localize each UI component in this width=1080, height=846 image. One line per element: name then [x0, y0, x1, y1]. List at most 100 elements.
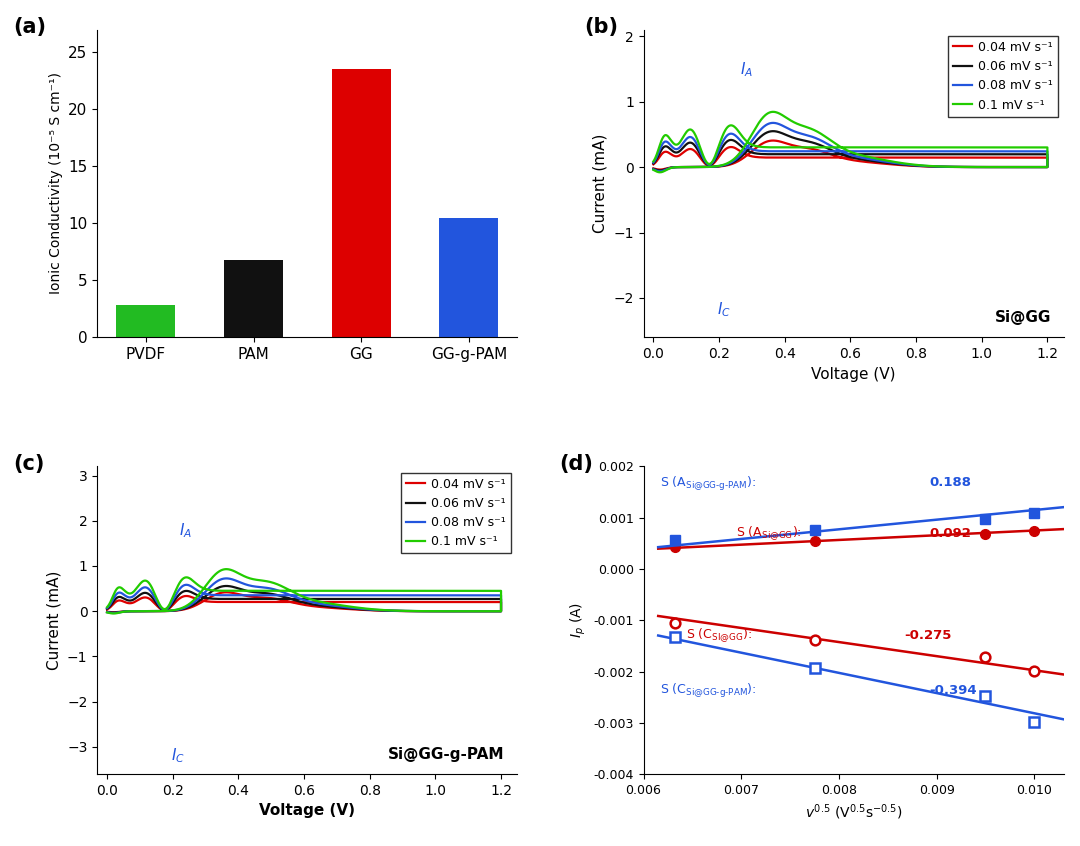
0.04 mV s⁻¹ — [662, 162, 675, 173]
Line: 0.1 mV s⁻¹: 0.1 mV s⁻¹ — [107, 569, 501, 613]
0.08 mV s⁻¹ — [100, 607, 113, 618]
Line: 0.04 mV s⁻¹: 0.04 mV s⁻¹ — [107, 592, 501, 613]
0.08 mV s⁻¹ — [100, 603, 113, 613]
0.04 mV s⁻¹ — [107, 607, 120, 618]
0.08 mV s⁻¹ — [891, 146, 904, 157]
0.04 mV s⁻¹ — [788, 140, 801, 151]
0.04 mV s⁻¹ — [100, 607, 113, 617]
Text: $I_A$: $I_A$ — [179, 521, 192, 540]
Text: (d): (d) — [559, 454, 593, 474]
0.1 mV s⁻¹ — [107, 608, 120, 618]
0.1 mV s⁻¹ — [458, 606, 471, 616]
Bar — [224, 260, 283, 338]
0.1 mV s⁻¹ — [150, 594, 163, 604]
X-axis label: Voltage (V): Voltage (V) — [259, 804, 355, 818]
0.06 mV s⁻¹ — [150, 599, 163, 609]
0.06 mV s⁻¹ — [647, 158, 660, 168]
X-axis label: $v^{0.5}$ (V$^{0.5}$s$^{-0.5}$): $v^{0.5}$ (V$^{0.5}$s$^{-0.5}$) — [805, 802, 903, 822]
Text: S (A$_{\rm Si@GG}$):: S (A$_{\rm Si@GG}$): — [735, 525, 804, 543]
0.04 mV s⁻¹ — [345, 597, 357, 607]
0.08 mV s⁻¹ — [116, 607, 129, 617]
Text: (a): (a) — [13, 17, 46, 37]
Text: -0.394: -0.394 — [929, 684, 977, 697]
0.08 mV s⁻¹ — [220, 574, 233, 584]
Bar — [332, 69, 391, 338]
0.04 mV s⁻¹ — [220, 587, 233, 597]
0.06 mV s⁻¹ — [243, 586, 256, 596]
0.04 mV s⁻¹ — [485, 597, 498, 607]
0.08 mV s⁻¹ — [243, 580, 256, 591]
0.1 mV s⁻¹ — [485, 585, 498, 596]
0.1 mV s⁻¹ — [1031, 142, 1044, 152]
Y-axis label: $I_p$ (A): $I_p$ (A) — [568, 602, 588, 639]
Line: 0.1 mV s⁻¹: 0.1 mV s⁻¹ — [653, 112, 1048, 173]
Text: $I_A$: $I_A$ — [741, 60, 754, 79]
0.08 mV s⁻¹ — [647, 164, 660, 174]
0.06 mV s⁻¹ — [458, 606, 471, 616]
0.08 mV s⁻¹ — [107, 608, 120, 618]
Line: 0.08 mV s⁻¹: 0.08 mV s⁻¹ — [107, 579, 501, 613]
0.08 mV s⁻¹ — [697, 153, 710, 163]
0.08 mV s⁻¹ — [485, 591, 498, 601]
0.1 mV s⁻¹ — [767, 107, 780, 117]
Text: 0.188: 0.188 — [929, 476, 971, 490]
0.1 mV s⁻¹ — [788, 118, 801, 128]
Text: S (C$_{\rm SI@GG}$):: S (C$_{\rm SI@GG}$): — [686, 626, 753, 645]
Legend: 0.04 mV s⁻¹, 0.06 mV s⁻¹, 0.08 mV s⁻¹, 0.1 mV s⁻¹: 0.04 mV s⁻¹, 0.06 mV s⁻¹, 0.08 mV s⁻¹, 0… — [948, 36, 1057, 117]
0.06 mV s⁻¹ — [891, 149, 904, 159]
Y-axis label: Current (mA): Current (mA) — [46, 570, 62, 670]
0.06 mV s⁻¹ — [653, 165, 666, 175]
0.08 mV s⁻¹ — [662, 163, 675, 173]
0.1 mV s⁻¹ — [647, 157, 660, 167]
Text: $I_C$: $I_C$ — [717, 300, 731, 319]
0.1 mV s⁻¹ — [662, 164, 675, 174]
Line: 0.06 mV s⁻¹: 0.06 mV s⁻¹ — [107, 586, 501, 613]
0.08 mV s⁻¹ — [788, 127, 801, 137]
Text: 0.092: 0.092 — [929, 527, 971, 541]
Text: $I_C$: $I_C$ — [171, 746, 185, 766]
0.06 mV s⁻¹ — [1004, 162, 1017, 172]
0.1 mV s⁻¹ — [1004, 162, 1017, 172]
0.06 mV s⁻¹ — [767, 126, 780, 136]
0.04 mV s⁻¹ — [243, 591, 256, 602]
Text: S (A$_{\rm Si@GG\text{-}g\text{-}PAM}$):: S (A$_{\rm Si@GG\text{-}g\text{-}PAM}$): — [660, 475, 758, 492]
Line: 0.06 mV s⁻¹: 0.06 mV s⁻¹ — [653, 131, 1048, 170]
0.1 mV s⁻¹ — [653, 168, 666, 178]
0.04 mV s⁻¹ — [697, 157, 710, 167]
0.06 mV s⁻¹ — [107, 607, 120, 618]
0.04 mV s⁻¹ — [1031, 152, 1044, 162]
0.1 mV s⁻¹ — [647, 165, 660, 175]
0.04 mV s⁻¹ — [647, 163, 660, 173]
0.1 mV s⁻¹ — [100, 602, 113, 613]
0.04 mV s⁻¹ — [891, 152, 904, 162]
0.04 mV s⁻¹ — [116, 607, 129, 617]
0.08 mV s⁻¹ — [767, 118, 780, 128]
0.06 mV s⁻¹ — [100, 607, 113, 617]
Text: S (C$_{\rm Si@GG\text{-}g\text{-}PAM}$):: S (C$_{\rm Si@GG\text{-}g\text{-}PAM}$): — [660, 682, 758, 700]
0.06 mV s⁻¹ — [485, 594, 498, 604]
0.08 mV s⁻¹ — [345, 591, 357, 601]
0.06 mV s⁻¹ — [100, 604, 113, 614]
0.1 mV s⁻¹ — [243, 573, 256, 583]
0.08 mV s⁻¹ — [150, 596, 163, 607]
0.1 mV s⁻¹ — [345, 585, 357, 596]
0.04 mV s⁻¹ — [458, 606, 471, 616]
0.06 mV s⁻¹ — [1031, 149, 1044, 159]
0.1 mV s⁻¹ — [100, 607, 113, 618]
Text: (b): (b) — [584, 17, 619, 37]
0.06 mV s⁻¹ — [345, 594, 357, 604]
0.08 mV s⁻¹ — [458, 606, 471, 616]
0.06 mV s⁻¹ — [220, 581, 233, 591]
0.1 mV s⁻¹ — [891, 142, 904, 152]
0.08 mV s⁻¹ — [1031, 146, 1044, 157]
0.1 mV s⁻¹ — [220, 564, 233, 574]
Bar — [440, 217, 498, 338]
Line: 0.08 mV s⁻¹: 0.08 mV s⁻¹ — [653, 123, 1048, 171]
0.06 mV s⁻¹ — [697, 155, 710, 165]
Y-axis label: Current (mA): Current (mA) — [593, 134, 608, 233]
0.06 mV s⁻¹ — [788, 134, 801, 144]
X-axis label: Voltage (V): Voltage (V) — [811, 366, 896, 382]
Text: Si@GG: Si@GG — [995, 310, 1051, 325]
0.04 mV s⁻¹ — [767, 135, 780, 146]
0.06 mV s⁻¹ — [662, 163, 675, 173]
